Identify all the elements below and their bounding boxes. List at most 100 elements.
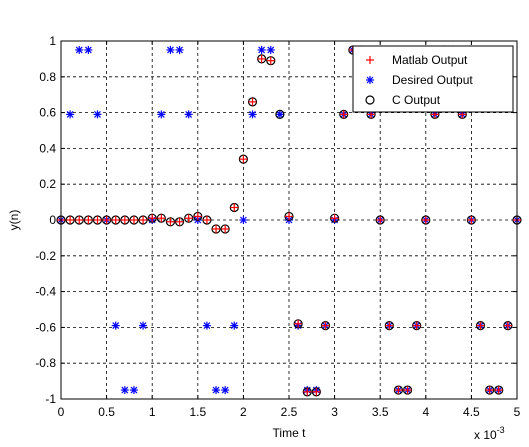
y-tick-label: 0 bbox=[49, 213, 56, 227]
data-point bbox=[212, 386, 221, 395]
legend-marker-circle bbox=[365, 95, 375, 105]
data-point bbox=[339, 110, 348, 119]
data-point bbox=[485, 386, 494, 395]
axis-ticks: 0 0.5 1 1.5 2 2.5 3 3.5 4 4.5 5 -1 -0.8 -0.6 -0.4 -0.2 0… bbox=[35, 34, 520, 419]
data-point bbox=[120, 216, 129, 224]
x-axis-exponent: x 10-3 bbox=[474, 425, 505, 442]
data-point bbox=[84, 45, 93, 54]
data-point bbox=[239, 155, 248, 164]
data-point bbox=[175, 45, 184, 54]
x-tick-label: 4 bbox=[422, 405, 429, 419]
data-point bbox=[66, 216, 75, 224]
data-point bbox=[230, 203, 239, 212]
data-point bbox=[175, 217, 184, 226]
data-point bbox=[129, 386, 138, 395]
x-tick-label: 1 bbox=[149, 405, 156, 419]
data-point bbox=[202, 216, 211, 224]
data-point bbox=[376, 216, 385, 224]
data-point bbox=[93, 216, 102, 224]
data-point bbox=[412, 321, 421, 330]
data-point bbox=[294, 319, 303, 328]
y-tick-label: 0.6 bbox=[39, 106, 56, 120]
data-point bbox=[221, 224, 230, 233]
data-point bbox=[248, 97, 257, 106]
data-point bbox=[403, 386, 412, 395]
data-point bbox=[257, 54, 266, 63]
data-point bbox=[120, 386, 129, 395]
data-point bbox=[139, 216, 148, 224]
data-point bbox=[193, 212, 202, 221]
data-point bbox=[102, 216, 111, 224]
data-point bbox=[330, 214, 339, 223]
data-point bbox=[93, 110, 102, 119]
data-point bbox=[221, 386, 230, 395]
data-point bbox=[166, 45, 175, 54]
data-point bbox=[312, 387, 321, 396]
data-point bbox=[230, 321, 239, 330]
data-point bbox=[139, 321, 148, 330]
legend: Matlab Output Desired Output C Output bbox=[352, 45, 514, 113]
data-point bbox=[166, 217, 175, 226]
x-axis-exponent-power: -3 bbox=[497, 425, 505, 435]
y-tick-label: -0.8 bbox=[35, 356, 56, 370]
data-point bbox=[84, 216, 93, 224]
y-tick-label: -0.2 bbox=[35, 249, 56, 263]
data-point bbox=[248, 110, 257, 119]
data-point bbox=[212, 224, 221, 233]
data-point bbox=[266, 56, 275, 65]
x-axis-label: Time t bbox=[273, 426, 307, 440]
legend-marker-plus bbox=[366, 56, 374, 64]
x-tick-label: 3.5 bbox=[372, 405, 389, 419]
x-tick-label: 2 bbox=[240, 405, 247, 419]
data-point bbox=[303, 387, 312, 396]
data-point bbox=[111, 321, 120, 330]
y-tick-label: 1 bbox=[49, 34, 56, 48]
data-point bbox=[494, 386, 503, 395]
x-axis-exponent-base: x 10 bbox=[474, 428, 497, 442]
data-point bbox=[75, 45, 84, 54]
x-tick-label: 2.5 bbox=[281, 405, 298, 419]
data-point bbox=[285, 212, 293, 221]
data-point bbox=[275, 110, 284, 119]
y-axis-label: y(n) bbox=[7, 210, 21, 231]
data-point bbox=[157, 214, 166, 223]
x-tick-label: 4.5 bbox=[463, 405, 480, 419]
data-point bbox=[239, 216, 248, 224]
data-point bbox=[275, 109, 285, 119]
data-point bbox=[385, 321, 394, 330]
data-point bbox=[421, 216, 430, 224]
data-point bbox=[66, 110, 75, 119]
data-point bbox=[157, 110, 166, 119]
legend-marker-star bbox=[366, 76, 374, 84]
data-point bbox=[111, 216, 120, 224]
y-tick-label: 0.4 bbox=[39, 141, 56, 155]
data-point bbox=[503, 321, 512, 330]
x-tick-label: 1.5 bbox=[189, 405, 206, 419]
data-point bbox=[467, 216, 476, 224]
legend-label: Matlab Output bbox=[392, 53, 468, 67]
x-tick-label: 3 bbox=[331, 405, 338, 419]
legend-box bbox=[352, 45, 514, 113]
data-point bbox=[202, 321, 211, 330]
data-point bbox=[476, 321, 485, 330]
x-tick-label: 0.5 bbox=[98, 405, 115, 419]
x-tick-label: 5 bbox=[514, 405, 521, 419]
data-point bbox=[148, 214, 157, 223]
data-point bbox=[266, 45, 275, 54]
x-tick-label: 0 bbox=[58, 405, 65, 419]
y-tick-label: -1 bbox=[45, 392, 56, 406]
data-point bbox=[129, 216, 138, 224]
y-tick-label: -0.4 bbox=[35, 285, 56, 299]
plot-frame bbox=[60, 40, 518, 400]
data-point bbox=[257, 45, 266, 54]
data-point bbox=[75, 216, 84, 224]
data-point bbox=[184, 110, 193, 119]
legend-label: Desired Output bbox=[392, 73, 473, 87]
legend-label: C Output bbox=[392, 93, 441, 107]
data-point bbox=[184, 214, 193, 223]
data-point bbox=[394, 386, 403, 395]
data-point bbox=[321, 321, 330, 330]
y-tick-label: -0.6 bbox=[35, 320, 56, 334]
y-tick-label: 0.8 bbox=[39, 70, 56, 84]
